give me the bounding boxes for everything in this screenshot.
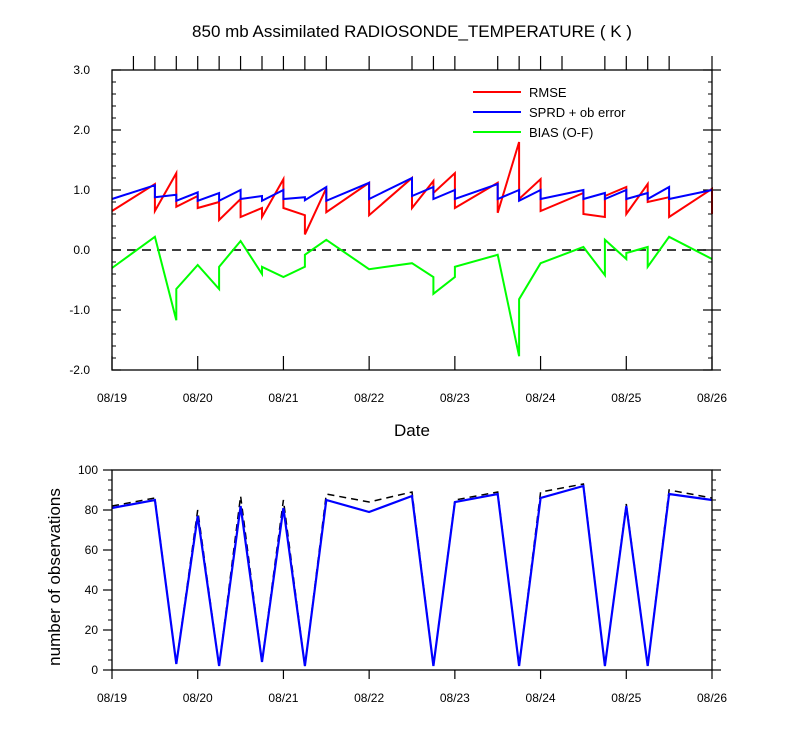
- bottom-y-tick-label: 20: [85, 623, 99, 637]
- sprd-line: [111, 176, 713, 203]
- top-x-tick-label: 08/21: [268, 391, 298, 405]
- top-chart: -2.0 -1.0 0.0 1.0 2.0 3.0 08/19 08/20 08/21 08/22…: [69, 56, 727, 405]
- bottom-x-tick-label: 08/25: [611, 691, 641, 705]
- bottom-x-tick-label: 08/26: [697, 691, 727, 705]
- bottom-y-tick-label: 0: [91, 663, 98, 677]
- bottom-x-tick-label: 08/20: [183, 691, 213, 705]
- obs-possible-line: [111, 483, 713, 667]
- bottom-chart-ylabel: number of observations: [45, 488, 64, 666]
- top-y-tick-label: -2.0: [69, 363, 90, 377]
- top-y-tick-label: 2.0: [73, 123, 90, 137]
- bottom-x-tick-label: 08/19: [97, 691, 127, 705]
- bottom-y-tick-label: 100: [78, 463, 98, 477]
- top-y-tick-label: -1.0: [69, 303, 90, 317]
- bottom-x-tick-label: 08/23: [440, 691, 470, 705]
- bottom-y-tick-label: 60: [85, 543, 99, 557]
- top-x-tick-label: 08/22: [354, 391, 384, 405]
- top-y-tick-label: 1.0: [73, 183, 90, 197]
- top-chart-xlabel: Date: [394, 421, 430, 440]
- top-x-tick-label: 08/19: [97, 391, 127, 405]
- top-chart-title: 850 mb Assimilated RADIOSONDE_TEMPERATUR…: [192, 22, 632, 41]
- bottom-chart: 0 20 40 60 80 100 08/19 08/20 08/21 08/22 08/23 08/…: [78, 463, 727, 705]
- top-x-tick-label: 08/26: [697, 391, 727, 405]
- legend-label: RMSE: [529, 85, 567, 100]
- legend-label: BIAS (O-F): [529, 125, 593, 140]
- bottom-chart-frame: [111, 469, 713, 671]
- top-y-tick-label: 0.0: [73, 243, 90, 257]
- obs-used-line: [111, 484, 713, 667]
- top-x-tick-label: 08/23: [440, 391, 470, 405]
- top-x-tick-label: 08/20: [183, 391, 213, 405]
- top-x-tick-label: 08/24: [526, 391, 556, 405]
- legend-label: SPRD + ob error: [529, 105, 626, 120]
- bottom-y-tick-label: 40: [85, 583, 99, 597]
- bottom-x-tick-label: 08/21: [268, 691, 298, 705]
- top-y-tick-label: 3.0: [73, 63, 90, 77]
- bias-line: [111, 235, 713, 357]
- top-x-tick-label: 08/25: [611, 391, 641, 405]
- bottom-x-tick-label: 08/22: [354, 691, 384, 705]
- rmse-line: [111, 141, 713, 235]
- bottom-y-tick-label: 80: [85, 503, 99, 517]
- bottom-x-tick-label: 08/24: [526, 691, 556, 705]
- top-chart-frame: [111, 69, 713, 371]
